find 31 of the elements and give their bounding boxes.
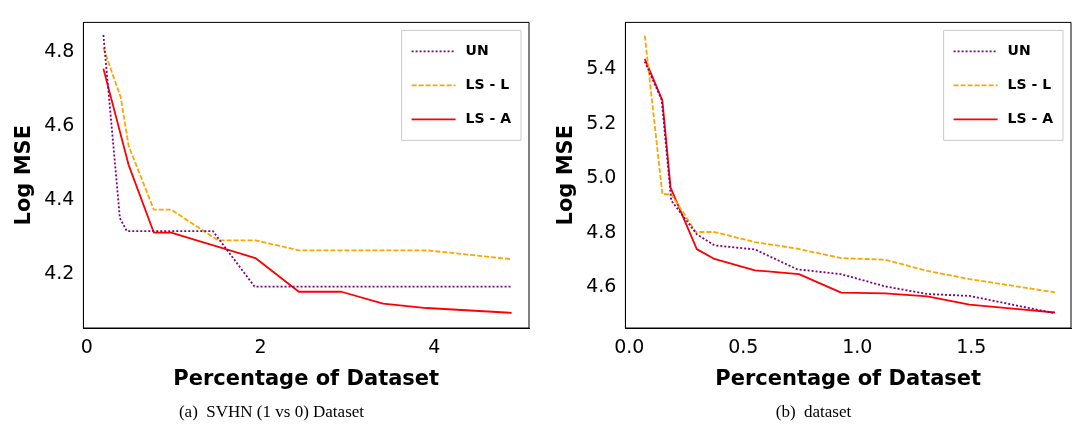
y-tick-label: 5.2: [586, 110, 617, 133]
x-tick-label: 1.5: [956, 335, 987, 358]
x-tick-label: 1.0: [842, 335, 873, 358]
y-tick-label: 5.0: [586, 165, 617, 188]
x-tick-label: 0.0: [614, 335, 645, 358]
x-tick-label: 0.5: [728, 335, 759, 358]
line-series: [102, 47, 513, 261]
x-tick-label: 2: [254, 335, 267, 358]
legend-label: LS - A: [465, 110, 512, 127]
x-tick-label: 0: [80, 335, 93, 358]
x-axis-title: Percentage of Dataset: [715, 365, 982, 390]
y-axis-title: Log MSE: [11, 124, 36, 226]
line-series: [643, 34, 1056, 294]
y-tick-label: 4.6: [44, 112, 75, 135]
x-axis-title: Percentage of Dataset: [173, 365, 440, 390]
y-tick-label: 4.6: [586, 273, 617, 296]
legend-label: LS - L: [1007, 76, 1052, 93]
x-tick-label: 4: [428, 335, 441, 358]
y-tick-label: 4.4: [44, 186, 75, 209]
legend-label: LS - A: [1007, 110, 1054, 127]
legend-label: UN: [1007, 42, 1031, 59]
legend-label: UN: [465, 42, 489, 59]
legend-label: LS - L: [465, 76, 510, 93]
y-tick-label: 5.4: [586, 56, 617, 79]
text: (b) dataset: [774, 402, 853, 422]
y-axis-title: Log MSE: [553, 124, 578, 226]
y-tick-label: 4.8: [44, 38, 75, 61]
text: (a) SVHN (1 vs 0) Dataset: [177, 402, 366, 422]
y-tick-label: 4.2: [44, 260, 75, 283]
line-series: [102, 34, 513, 288]
y-tick-label: 4.8: [586, 219, 617, 242]
